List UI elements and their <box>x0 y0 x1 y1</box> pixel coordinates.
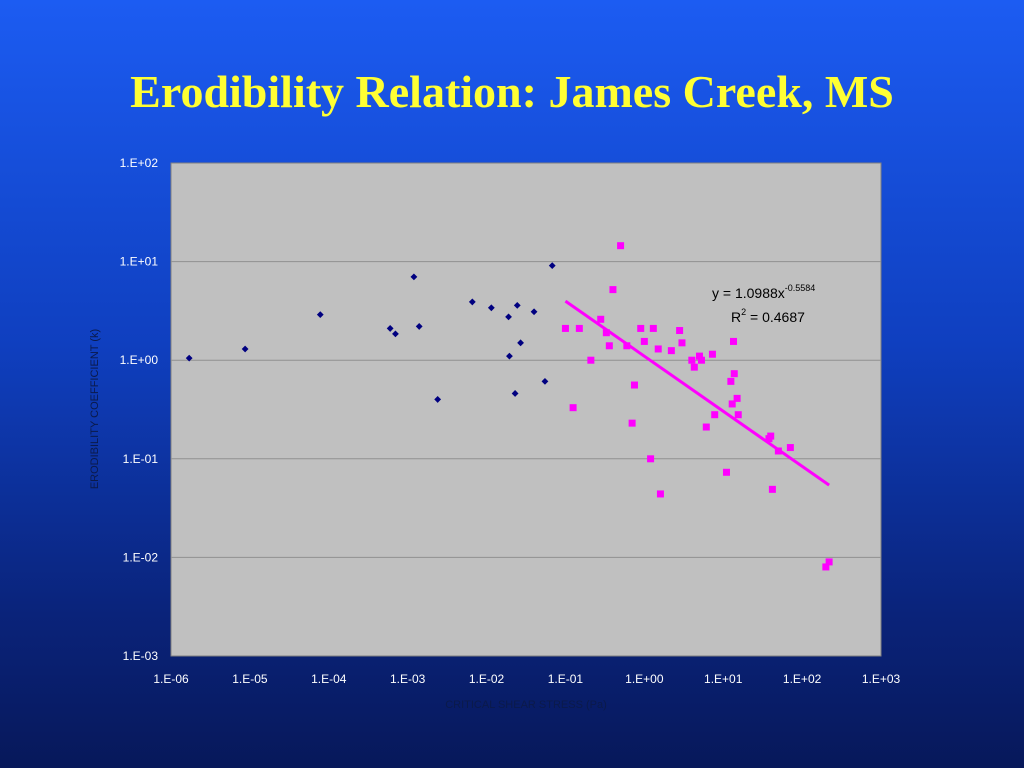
data-point-square <box>727 377 735 385</box>
data-point-diamond <box>410 273 418 281</box>
data-point-square <box>561 324 569 332</box>
data-point-square <box>728 400 736 408</box>
plot-area <box>170 162 882 657</box>
y-tick-label: 1.E+01 <box>120 255 159 269</box>
data-point-diamond <box>548 262 556 270</box>
x-tick-label: 1.E-06 <box>153 672 189 686</box>
data-point-square <box>649 324 657 332</box>
x-tick-label: 1.E-02 <box>469 672 505 686</box>
equation-base: y = 1.0988x <box>712 285 785 301</box>
data-point-square <box>786 444 794 452</box>
data-point-square <box>697 356 705 364</box>
y-tick-label: 1.E+02 <box>120 156 159 170</box>
x-tick-label: 1.E+00 <box>625 672 664 686</box>
x-tick-label: 1.E-01 <box>548 672 584 686</box>
data-point-square <box>617 242 625 250</box>
data-point-square <box>602 329 610 337</box>
data-point-diamond <box>392 330 399 338</box>
data-point-square <box>688 356 696 364</box>
data-points <box>185 242 833 571</box>
data-point-square <box>569 404 577 412</box>
data-point-square <box>768 485 776 493</box>
data-point-square <box>605 342 613 350</box>
data-point-square <box>825 558 833 566</box>
data-point-diamond <box>513 301 521 309</box>
data-point-diamond <box>386 325 394 332</box>
data-point-diamond <box>316 311 324 319</box>
x-tick-label: 1.E-05 <box>232 672 268 686</box>
x-tick-label: 1.E-03 <box>390 672 426 686</box>
data-point-diamond <box>541 377 549 385</box>
x-tick-label: 1.E+02 <box>783 672 822 686</box>
y-tick-label: 1.E+00 <box>120 353 159 367</box>
data-point-square <box>676 327 684 335</box>
data-point-square <box>623 342 631 350</box>
data-point-square <box>708 350 716 358</box>
data-point-square <box>628 419 636 427</box>
data-point-diamond <box>487 304 495 312</box>
x-tick-label: 1.E+03 <box>862 672 901 686</box>
y-tick-label: 1.E-02 <box>123 550 159 564</box>
data-point-square <box>667 347 675 355</box>
data-point-diamond <box>468 298 476 306</box>
data-point-square <box>690 363 698 371</box>
x-axis-label: CRITICAL SHEAR STRESS (Pa) <box>445 699 607 711</box>
data-point-square <box>767 432 775 440</box>
data-point-square <box>575 324 583 332</box>
r-squared: R2 = 0.4687 <box>731 307 805 325</box>
data-point-square <box>695 352 703 360</box>
x-tick-label: 1.E-04 <box>311 672 347 686</box>
data-point-diamond <box>511 390 519 397</box>
data-point-square <box>654 345 662 353</box>
r2-sup: 2 <box>741 307 746 317</box>
data-point-square <box>734 411 742 419</box>
data-point-square <box>730 337 738 345</box>
data-point-square <box>678 339 686 347</box>
equation-exponent: -0.5584 <box>785 283 816 293</box>
trendline-equation: y = 1.0988x-0.5584 <box>712 283 815 301</box>
data-point-diamond <box>434 396 442 403</box>
data-point-square <box>647 455 655 463</box>
data-point-square <box>630 381 638 389</box>
x-tick-labels: 1.E-06 1.E-05 1.E-04 1.E-03 1.E-02 1.E-01 1.E+… <box>153 672 900 686</box>
r2-prefix: R <box>731 309 741 325</box>
data-point-square <box>637 324 645 332</box>
data-point-square <box>722 468 730 476</box>
y-tick-labels: 1.E+02 1.E+01 1.E+00 1.E-01 1.E-02 1.E-03 <box>120 156 159 663</box>
data-point-square <box>640 337 648 345</box>
data-point-diamond <box>415 323 423 330</box>
r2-value: = 0.4687 <box>746 309 805 325</box>
data-point-square <box>609 286 617 294</box>
data-point-square <box>733 394 741 402</box>
data-point-square <box>587 356 595 364</box>
data-point-square <box>597 315 605 323</box>
data-point-square <box>822 563 830 571</box>
data-point-diamond <box>241 345 249 353</box>
data-point-square <box>702 423 710 431</box>
y-tick-label: 1.E-01 <box>123 452 159 466</box>
data-point-square <box>656 490 664 498</box>
data-point-diamond <box>517 339 524 347</box>
data-point-square <box>730 370 738 378</box>
data-point-diamond <box>506 352 513 360</box>
slide-title: Erodibility Relation: James Creek, MS <box>130 66 894 117</box>
data-point-diamond <box>505 313 512 321</box>
trendline <box>564 299 830 487</box>
y-axis-label: ERODIBILITY COEFFICIENT (k) <box>89 329 101 489</box>
gridlines <box>171 261 881 558</box>
data-point-diamond <box>530 308 538 316</box>
x-tick-label: 1.E+01 <box>704 672 743 686</box>
data-point-diamond <box>185 354 193 362</box>
y-tick-label: 1.E-03 <box>123 649 159 663</box>
data-point-square <box>711 411 719 419</box>
